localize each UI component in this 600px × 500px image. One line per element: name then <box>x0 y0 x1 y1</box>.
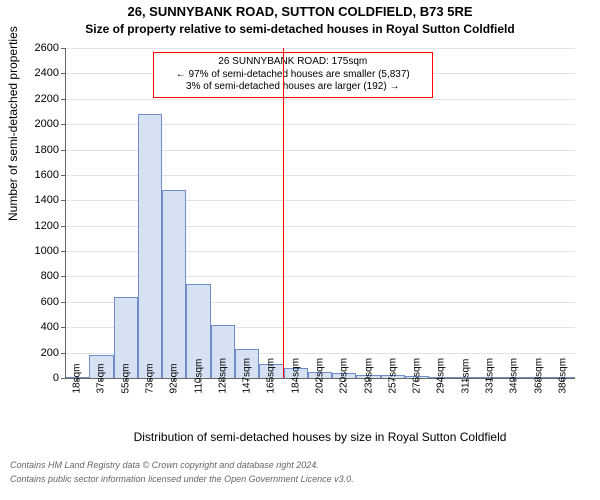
gridline <box>65 48 575 49</box>
x-tick-label: 128sqm <box>217 392 228 394</box>
x-tick-label: 202sqm <box>315 392 326 394</box>
x-tick-label: 92sqm <box>169 392 180 394</box>
chart-container: { "title": "26, SUNNYBANK ROAD, SUTTON C… <box>0 0 600 500</box>
chart-title: 26, SUNNYBANK ROAD, SUTTON COLDFIELD, B7… <box>0 4 600 19</box>
chart-subtitle: Size of property relative to semi-detach… <box>0 22 600 36</box>
x-tick-label: 110sqm <box>193 392 204 394</box>
x-tick-label: 37sqm <box>96 392 107 394</box>
y-tick-label: 1000 <box>25 245 59 257</box>
annotation-line-1: 26 SUNNYBANK ROAD: 175sqm <box>160 56 426 69</box>
y-tick-label: 600 <box>25 296 59 308</box>
x-tick-label: 257sqm <box>387 392 398 394</box>
marker-line <box>283 48 284 378</box>
x-tick-label: 73sqm <box>145 392 156 394</box>
x-tick-label: 165sqm <box>266 392 277 394</box>
y-tick-label: 200 <box>25 347 59 359</box>
histogram-bar <box>162 190 186 378</box>
footer-line-1: Contains HM Land Registry data © Crown c… <box>10 460 319 470</box>
footer-line-2: Contains public sector information licen… <box>10 474 354 484</box>
y-tick-label: 1400 <box>25 194 59 206</box>
y-tick-label: 2000 <box>25 118 59 130</box>
x-tick-label: 294sqm <box>436 392 447 394</box>
plot-area <box>65 48 575 378</box>
y-tick-label: 2200 <box>25 93 59 105</box>
x-tick-label: 220sqm <box>339 392 350 394</box>
annotation-box: 26 SUNNYBANK ROAD: 175sqm ← 97% of semi-… <box>153 52 433 98</box>
y-tick-label: 1800 <box>25 144 59 156</box>
y-tick-label: 1200 <box>25 220 59 232</box>
x-tick-label: 18sqm <box>72 392 83 394</box>
y-tick-label: 400 <box>25 321 59 333</box>
x-tick-label: 349sqm <box>509 392 520 394</box>
histogram-bar <box>138 114 162 378</box>
y-tick-label: 0 <box>25 372 59 384</box>
x-tick-label: 311sqm <box>460 392 471 394</box>
x-tick-label: 184sqm <box>290 392 301 394</box>
x-axis-label: Distribution of semi-detached houses by … <box>65 430 575 444</box>
x-tick-label: 331sqm <box>485 392 496 394</box>
y-axis-label: Number of semi-detached properties <box>6 207 20 221</box>
gridline <box>65 99 575 100</box>
annotation-line-2: ← 97% of semi-detached houses are smalle… <box>160 69 426 82</box>
y-tick-label: 2400 <box>25 67 59 79</box>
y-axis-line <box>65 48 66 378</box>
y-tick-label: 2600 <box>25 42 59 54</box>
x-tick-label: 386sqm <box>557 392 568 394</box>
x-tick-label: 147sqm <box>242 392 253 394</box>
annotation-line-3: 3% of semi-detached houses are larger (1… <box>160 81 426 94</box>
x-tick-label: 239sqm <box>363 392 374 394</box>
y-tick-label: 800 <box>25 270 59 282</box>
y-tick-label: 1600 <box>25 169 59 181</box>
x-tick-label: 368sqm <box>533 392 544 394</box>
x-tick-label: 55sqm <box>120 392 131 394</box>
x-tick-label: 276sqm <box>412 392 423 394</box>
